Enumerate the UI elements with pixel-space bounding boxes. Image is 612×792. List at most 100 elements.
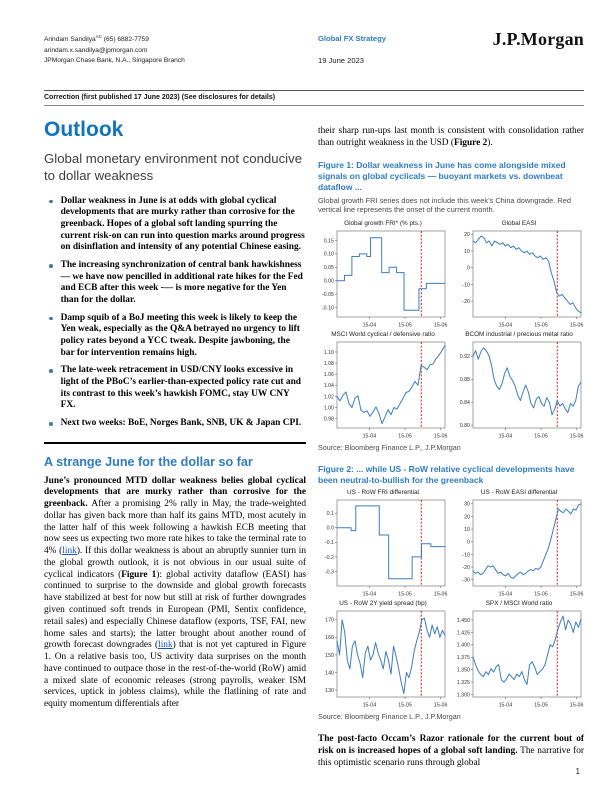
line-chart-spx-msci-ratio: 1.450 1.425 1.400 1.375 1.350 1.325 1.300 15-04… (457, 610, 584, 709)
chart-panel-us-row-easi: US - RoW EASI differential 30 20 10 0 -10 -20… (454, 489, 584, 597)
svg-text:15-05: 15-05 (534, 433, 548, 439)
analyst-ac-superscript: AC (95, 34, 102, 39)
svg-text:-0.05: -0.05 (322, 292, 334, 298)
chart-panel-msci-cyclical-defensive: MSCI World cyclical / defensive ratio 1.… (318, 331, 448, 439)
chart-panel-us-row-2y-spread: US - RoW 2Y yield spread (bp) 170 160 150 1… (318, 600, 448, 708)
svg-text:15-04: 15-04 (363, 433, 377, 439)
svg-text:15-06: 15-06 (570, 592, 584, 598)
analyst-email[interactable]: arindam.x.sandilya@jpmorgan.com (44, 46, 148, 54)
svg-text:20: 20 (464, 514, 470, 520)
summary-bullet-list: Dollar weakness in June is at odds with … (44, 196, 306, 430)
svg-text:0.98: 0.98 (324, 416, 334, 422)
body-paragraph: June’s pronounced MTD dollar weakness be… (44, 475, 307, 710)
line-chart-us-row-fri: 0.1 0.0 -0.1 -0.2 -0.3 15-04 15-05 15-06 (325, 499, 448, 598)
svg-text:0.80: 0.80 (460, 423, 470, 429)
svg-text:0.1: 0.1 (327, 511, 334, 517)
svg-text:-30: -30 (462, 578, 470, 584)
line-chart-global-growth-fri: 0.15 0.10 0.05 0.00 -0.05 -0.10 15-04 15-05 15-0… (322, 230, 448, 328)
svg-text:0.92: 0.92 (460, 354, 470, 360)
svg-text:15-05: 15-05 (398, 322, 412, 328)
inline-link[interactable]: link (158, 640, 173, 651)
chart-title: Global EASI (501, 219, 537, 227)
svg-text:15-04: 15-04 (499, 433, 513, 439)
svg-text:-0.3: -0.3 (325, 569, 334, 575)
bullet-dot-icon (49, 421, 53, 426)
bullet-dot-icon (49, 369, 53, 373)
analyst-organization: JPMorgan Chase Bank, N.A., Singapore Bra… (44, 57, 185, 65)
svg-text:15-06: 15-06 (434, 322, 448, 328)
closing-paragraph: The post-facto Occam’s Razor rationale f… (318, 734, 584, 768)
figure2-caption: Figure 2: ... while US - RoW relative cy… (318, 463, 575, 485)
svg-text:15-04: 15-04 (363, 592, 377, 598)
svg-text:15-06: 15-06 (570, 433, 584, 439)
svg-text:1.00: 1.00 (324, 405, 334, 411)
svg-text:15-05: 15-05 (398, 703, 412, 709)
page-subtitle: Global monetary environment not conduciv… (44, 151, 303, 183)
chart-panel-spx-msci-ratio: SPX / MSCI World ratio 1.450 1.425 1.400 1.… (454, 600, 584, 708)
line-chart-global-easi: 20 10 0 -10 -20 15-04 15-05 15-06 (462, 230, 584, 328)
chart-title: MSCI World cyclical / defensive ratio (331, 330, 435, 338)
svg-text:1.06: 1.06 (324, 372, 334, 378)
bullet-item: Dollar weakness in June is at odds with … (44, 196, 306, 254)
figure1-chart-grid: Global growth FRI* (% pts.) 0.15 0.10 0.05… (318, 220, 584, 439)
svg-text:1.10: 1.10 (324, 350, 334, 356)
svg-text:15-06: 15-06 (434, 433, 448, 439)
chart-panel-bcom-ratio: BCOM industrial / precious metal ratio 0… (454, 331, 584, 439)
correction-banner: Correction (first published 17 June 2023… (44, 90, 584, 106)
svg-text:15-06: 15-06 (570, 322, 584, 328)
svg-text:15-05: 15-05 (534, 322, 548, 328)
continued-paragraph: their sharp run-ups last month is consis… (318, 126, 584, 148)
svg-text:15-05: 15-05 (534, 592, 548, 598)
jpmorgan-logo: J.P.Morgan (492, 29, 584, 49)
svg-text:15-04: 15-04 (499, 322, 513, 328)
line-chart-us-row-easi: 30 20 10 0 -10 -20 -30 15-04 15-05 15-06 (462, 499, 584, 598)
svg-text:130: 130 (325, 688, 334, 694)
svg-text:15-04: 15-04 (499, 703, 513, 709)
line-chart-msci-cyclical-defensive: 1.10 1.08 1.06 1.04 1.02 1.00 0.98 15-04 15-05 15… (324, 341, 448, 439)
svg-text:-10: -10 (462, 282, 470, 288)
chart-title: US - RoW FRI differential (347, 489, 419, 497)
left-column: Outlook Global monetary environment not … (44, 118, 306, 711)
svg-text:1.300: 1.300 (457, 692, 470, 698)
chart-panel-global-easi: Global EASI 20 10 0 -10 -20 15-04 15-05 15-06 (454, 220, 584, 328)
svg-text:15-05: 15-05 (398, 433, 412, 439)
svg-text:15-04: 15-04 (363, 703, 377, 709)
svg-text:-20: -20 (462, 565, 470, 571)
svg-text:-0.2: -0.2 (325, 555, 334, 561)
svg-text:0.84: 0.84 (460, 400, 470, 406)
svg-text:-0.1: -0.1 (325, 540, 334, 546)
page-number: 1 (575, 767, 580, 776)
chart-title: BCOM industrial / precious metal ratio (465, 330, 573, 338)
bullet-item: Next two weeks: BoE, Norges Bank, SNB, U… (44, 418, 306, 430)
svg-text:1.350: 1.350 (457, 668, 470, 674)
svg-text:15-06: 15-06 (434, 703, 448, 709)
chart-title: US - RoW EASI differential (480, 489, 558, 497)
svg-text:15-04: 15-04 (499, 592, 513, 598)
report-type: Global FX Strategy (318, 34, 386, 43)
svg-text:30: 30 (464, 502, 470, 508)
chart-title: SPX / MSCI World ratio (485, 600, 553, 608)
svg-text:1.08: 1.08 (324, 361, 334, 367)
chart-title: US - RoW 2Y yield spread (bp) (339, 600, 427, 608)
chart-panel-us-row-fri: US - RoW FRI differential 0.1 0.0 -0.1 -0.2… (318, 489, 448, 597)
chart-title: Global growth FRI* (% pts.) (344, 219, 422, 227)
section-divider (44, 441, 306, 444)
svg-text:-20: -20 (462, 299, 470, 305)
svg-text:0.15: 0.15 (324, 238, 334, 244)
svg-text:1.450: 1.450 (457, 618, 470, 624)
inline-link[interactable]: link (62, 546, 77, 557)
figure1-note: Global growth FRI series does not includ… (318, 195, 571, 215)
figure2-source: Source: Bloomberg Finance L.P., J.P.Morg… (318, 712, 461, 722)
svg-text:0.00: 0.00 (324, 279, 334, 285)
svg-text:1.425: 1.425 (457, 630, 470, 636)
svg-text:0.05: 0.05 (324, 265, 334, 271)
svg-text:15-06: 15-06 (434, 592, 448, 598)
section-heading: A strange June for the dollar so far (44, 454, 253, 469)
svg-text:0: 0 (467, 540, 470, 546)
bullet-dot-icon (49, 264, 53, 268)
bullet-dot-icon (49, 316, 53, 321)
svg-text:140: 140 (325, 670, 334, 676)
page-title: Outlook (44, 118, 124, 141)
svg-text:1.325: 1.325 (457, 680, 470, 686)
